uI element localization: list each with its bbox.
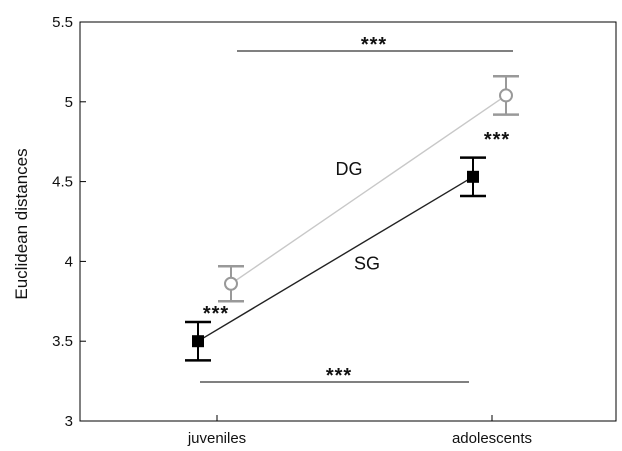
series-sg: SG — [185, 156, 486, 362]
series-dg: DG — [218, 75, 519, 303]
series-layer: DG SG — [185, 75, 519, 362]
x-tick-label: adolescents — [452, 430, 532, 447]
series-line — [197, 176, 474, 342]
significance-brackets: *** *** *** *** — [200, 34, 513, 387]
significance-stars: *** — [484, 129, 510, 151]
y-axis: 3 3.5 4 4.5 5 5.5 — [52, 14, 86, 430]
series-line — [230, 94, 507, 285]
data-point — [224, 276, 238, 291]
x-tick-label: juveniles — [187, 430, 246, 447]
y-tick-label: 5 — [65, 94, 73, 111]
plot-frame — [79, 21, 617, 422]
y-tick-label: 5.5 — [52, 14, 73, 31]
y-tick-label: 3 — [65, 413, 73, 430]
x-axis: juveniles adolescents — [187, 415, 532, 447]
series-label: DG — [336, 159, 363, 179]
data-point — [467, 170, 479, 183]
y-tick-label: 4 — [65, 253, 73, 270]
significance-stars: *** — [326, 365, 352, 387]
data-point — [192, 335, 204, 348]
y-tick-label: 3.5 — [52, 333, 73, 350]
significance-stars: *** — [203, 303, 229, 325]
series-label: SG — [354, 253, 380, 273]
data-point — [499, 88, 513, 103]
y-tick-label: 4.5 — [52, 174, 73, 191]
plot-border — [79, 21, 617, 422]
y-axis-title: Euclidean distances — [12, 148, 31, 299]
significance-stars: *** — [361, 34, 387, 56]
